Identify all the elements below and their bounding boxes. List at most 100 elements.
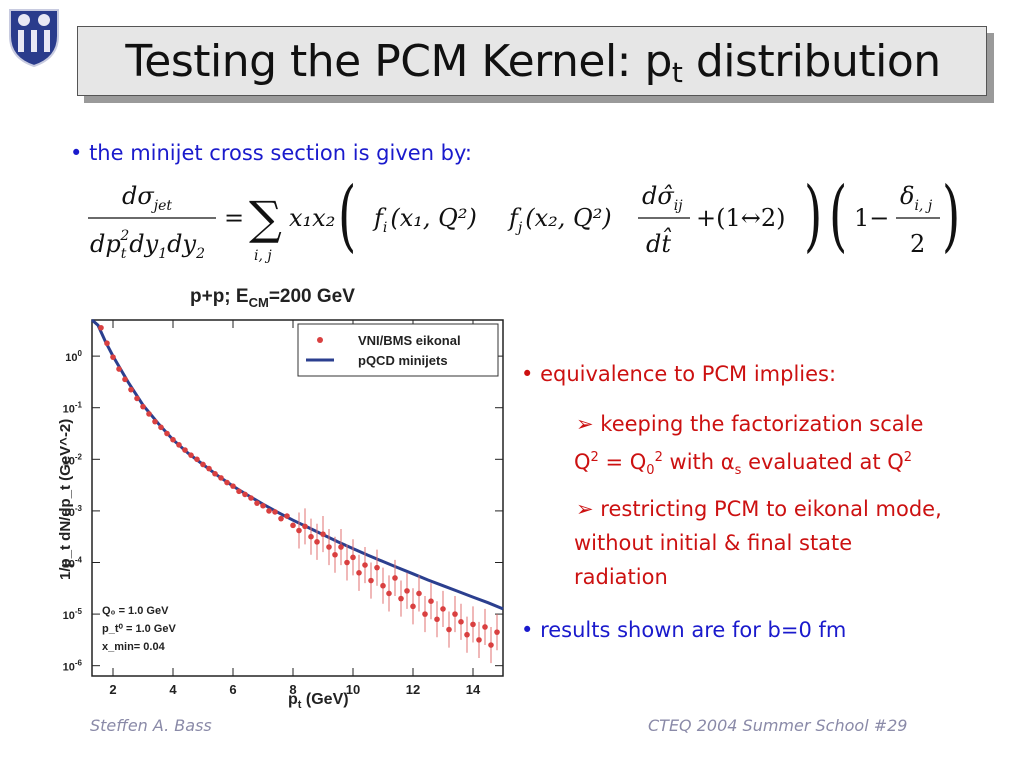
sub-bullet-factorization-line2: Q2 = Q02 with αs evaluated at Q2 [574, 450, 913, 479]
data-point [278, 515, 284, 522]
svg-text:): ) [942, 170, 960, 261]
data-point [302, 523, 308, 530]
footer-author: Steffen A. Bass [90, 716, 212, 735]
annotation-1: p_t⁰ = 1.0 GeV [102, 623, 176, 635]
data-point [200, 461, 206, 468]
data-point [146, 411, 152, 417]
data-point [206, 465, 212, 472]
data-point [326, 544, 332, 550]
data-point [374, 564, 380, 571]
data-point [416, 590, 422, 597]
sub-bullet-eikonal: ➢ restricting PCM to eikonal mode, [576, 497, 942, 521]
data-point [290, 522, 296, 529]
bullet-cross-section: • the minijet cross section is given by: [70, 141, 472, 165]
data-point [116, 366, 122, 372]
legend-marker-vni [317, 337, 323, 343]
data-point [476, 637, 482, 643]
chart-title: p+p; ECM=200 GeV [190, 286, 355, 310]
svg-text:+(1↔2): +(1↔2) [696, 204, 785, 232]
data-point [488, 642, 494, 648]
data-point [158, 424, 164, 431]
data-point [164, 430, 170, 437]
chart-ylabel: 1/p_t dN/dp_t (GeV^-2) [57, 419, 74, 580]
svg-text:dt̂: dt̂ [646, 227, 672, 258]
bullet-equivalence: • equivalence to PCM implies: [521, 362, 837, 386]
data-point [386, 590, 392, 597]
annotation-2: x_min= 0.04 [102, 641, 166, 653]
data-point [350, 554, 356, 561]
data-point [470, 621, 476, 628]
data-point [332, 551, 338, 558]
legend-label-pqcd: pQCD minijets [358, 353, 448, 368]
data-point [338, 544, 344, 550]
data-point [422, 611, 428, 617]
chart-xlabel: pt (GeV) [288, 691, 349, 711]
data-point [392, 575, 398, 581]
x-tick-label: 14 [466, 682, 481, 697]
data-point [140, 403, 146, 410]
svg-text:dσ̂ij: dσ̂ij [642, 182, 683, 214]
data-point [284, 513, 290, 519]
svg-text:fi(x₁, Q²): fi (x₁, Q²) [372, 204, 477, 236]
data-point [242, 491, 248, 498]
data-point [248, 495, 254, 501]
plot-frame [91, 319, 504, 677]
data-point [194, 456, 200, 463]
y-tick-label: 10-2 [63, 452, 83, 467]
svg-text:fj(x₂, Q²): fj (x₂, Q²) [507, 204, 612, 236]
y-tick-label: 10-4 [63, 555, 83, 570]
svg-text:): ) [804, 170, 822, 261]
y-tick-label: 10-5 [63, 607, 83, 622]
data-point [482, 624, 488, 630]
data-point [356, 570, 362, 576]
data-point [494, 629, 500, 635]
x-tick-label: 12 [406, 682, 420, 697]
minijet-cross-section-formula: dσjet dpt2dy1dy2 = ∑ i, j x₁x₂ ( fi (x₁, … [88, 170, 960, 264]
data-point [182, 447, 188, 453]
data-point [188, 452, 194, 458]
data-point [344, 559, 350, 566]
data-point [368, 577, 374, 584]
data-point [212, 470, 218, 477]
data-point [452, 611, 458, 617]
data-point [122, 376, 128, 383]
page-title: Testing the PCM Kernel: pt distribution [125, 36, 941, 89]
svg-text:dσjet: dσjet [122, 182, 172, 214]
svg-text:2: 2 [910, 230, 925, 258]
x-tick-label: 10 [346, 682, 360, 697]
legend-box [297, 323, 499, 377]
data-point [428, 598, 434, 604]
data-point [296, 527, 302, 534]
svg-text:=: = [224, 204, 244, 232]
x-tick-label: 6 [229, 682, 236, 697]
data-point [404, 588, 410, 594]
data-point [458, 619, 464, 625]
data-point [434, 616, 440, 623]
data-point [224, 479, 230, 486]
svg-text:dpt2dy1dy2: dpt2dy1dy2 [90, 228, 205, 262]
title-box: Testing the PCM Kernel: pt distribution [77, 26, 987, 96]
data-point [464, 631, 470, 638]
svg-text:x₁x₂: x₁x₂ [289, 204, 335, 232]
y-tick-label: 10-6 [63, 659, 83, 674]
data-point [440, 606, 446, 612]
sub-bullet-eikonal-line3: radiation [574, 565, 668, 589]
data-point [272, 509, 278, 515]
data-point [170, 436, 176, 443]
data-point [230, 483, 236, 489]
svg-text:δi, j: δi, j [900, 182, 933, 214]
data-point [176, 442, 182, 448]
data-point [308, 533, 314, 540]
svg-text:(: ( [829, 170, 847, 261]
data-point [110, 354, 116, 360]
sub-bullet-eikonal-line2: without initial & final state [574, 531, 853, 555]
university-shield-icon [9, 9, 59, 68]
data-point [266, 508, 272, 514]
legend-label-vni: VNI/BMS eikonal [358, 333, 461, 348]
y-tick-label: 100 [65, 349, 82, 364]
data-point [380, 582, 386, 589]
y-tick-label: 10-1 [63, 401, 83, 416]
svg-text:i, j: i, j [254, 248, 272, 264]
data-point [104, 340, 110, 347]
x-tick-label: 2 [109, 682, 116, 697]
